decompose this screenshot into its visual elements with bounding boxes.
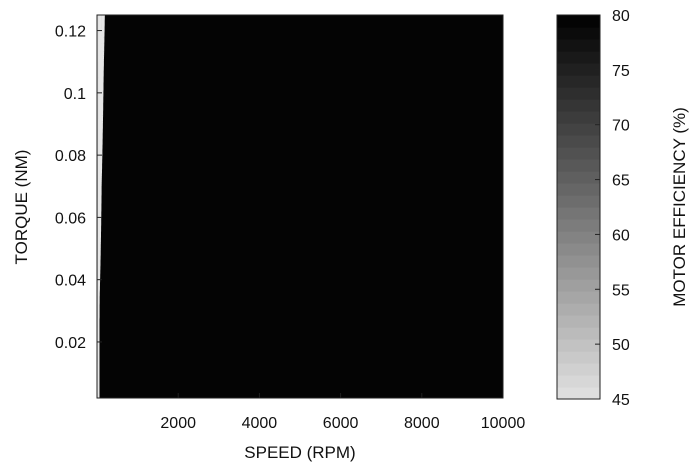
x-tick-label: 10000 (481, 415, 526, 432)
x-axis-label: SPEED (RPM) (244, 443, 355, 462)
y-tick-label: 0.12 (55, 24, 86, 41)
colorbar-band (557, 243, 600, 256)
colorbar-band (557, 99, 600, 112)
colorbar-band (557, 375, 600, 388)
colorbar-band (557, 27, 600, 40)
y-tick-label: 0.04 (55, 273, 86, 290)
x-tick-label: 4000 (242, 415, 278, 432)
efficiency-map-plot-area (96, 14, 504, 399)
colorbar-band (557, 63, 600, 76)
x-tick-label: 2000 (160, 415, 196, 432)
colorbar-label: MOTOR EFFICIENCY (%) (670, 107, 689, 307)
y-tick-label: 0.08 (55, 148, 86, 165)
y-tick-label: 0.1 (64, 86, 86, 103)
colorbar-band (557, 255, 600, 268)
colorbar-band (557, 351, 600, 364)
colorbar-band (557, 135, 600, 148)
x-axis-ticks: 2000 4000 6000 8000 10000 (160, 393, 525, 432)
colorbar-band (557, 147, 600, 160)
colorbar-band (557, 171, 600, 184)
colorbar-band (557, 123, 600, 136)
colorbar-band (557, 279, 600, 292)
y-tick-label: 0.06 (55, 210, 86, 227)
colorbar-band (557, 363, 600, 376)
colorbar-band (557, 339, 600, 352)
colorbar-tick-label: 80 (612, 8, 630, 25)
colorbar-band (557, 219, 600, 232)
efficiency-contour-lines (97, 15, 105, 398)
y-axis-label: TORQUE (NM) (12, 150, 31, 265)
plot-frame (96, 14, 504, 399)
colorbar-band (557, 315, 600, 328)
colorbar-band (557, 231, 600, 244)
colorbar-tick-label: 45 (612, 392, 630, 409)
colorbar-bands (557, 15, 600, 400)
colorbar-tick-label: 65 (612, 173, 630, 190)
colorbar-band (557, 195, 600, 208)
colorbar-band (557, 159, 600, 172)
colorbar-band (557, 15, 600, 28)
colorbar-ticks: 45 50 55 60 65 70 75 80 (595, 8, 630, 409)
colorbar-band (557, 39, 600, 52)
colorbar-tick-label: 70 (612, 118, 630, 135)
colorbar-band (557, 183, 600, 196)
colorbar-band (557, 75, 600, 88)
y-axis-ticks: 0.02 0.04 0.06 0.08 0.1 0.12 (55, 24, 102, 352)
colorbar-band (557, 303, 600, 316)
colorbar: 45 50 55 60 65 70 75 80 (556, 8, 630, 409)
colorbar-tick-label: 55 (612, 282, 630, 299)
colorbar-band (557, 207, 600, 220)
colorbar-band (557, 111, 600, 124)
colorbar-tick-label: 50 (612, 337, 630, 354)
colorbar-tick-label: 75 (612, 63, 630, 80)
y-tick-label: 0.02 (55, 335, 86, 352)
colorbar-band (557, 387, 600, 400)
x-tick-label: 8000 (404, 415, 440, 432)
x-tick-label: 6000 (323, 415, 359, 432)
colorbar-band (557, 291, 600, 304)
efficiency-heatmap (97, 15, 503, 398)
colorbar-band (557, 51, 600, 64)
colorbar-band (557, 327, 600, 340)
contour-line (98, 15, 105, 398)
colorbar-band (557, 87, 600, 100)
colorbar-band (557, 267, 600, 280)
colorbar-tick-label: 60 (612, 227, 630, 244)
colorbar-frame (556, 14, 601, 400)
